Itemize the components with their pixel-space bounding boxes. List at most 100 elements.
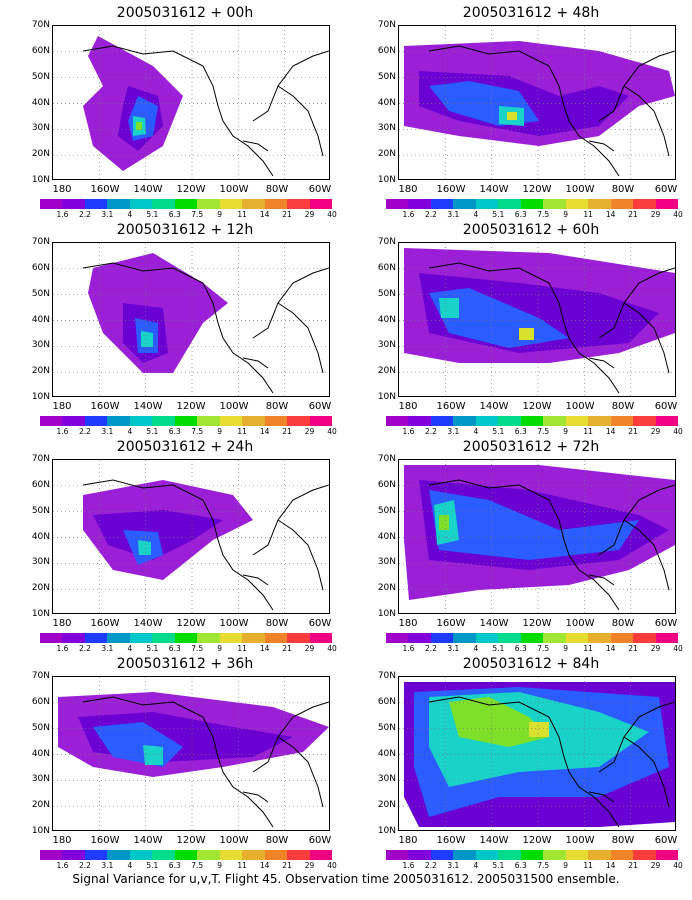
colorbar-swatch (40, 199, 63, 209)
colorbar-swatch (565, 416, 589, 426)
longitude-label: 60W (308, 835, 332, 846)
colorbar-label: 4 (473, 210, 479, 219)
longitude-label: 160W (90, 184, 120, 195)
colorbar-label: 40 (673, 644, 683, 653)
colorbar-label: 5.1 (146, 427, 159, 436)
colorbar-label: 11 (583, 644, 593, 653)
colorbar-swatch (386, 850, 409, 860)
longitude-label: 80W (611, 401, 635, 412)
map-panel: 2005031612 + 72h 70N 60N 50N 40N 30N 20N 10N 180… (366, 439, 692, 654)
colorbar-label: 9 (563, 644, 569, 653)
latitude-label: 60N (377, 45, 396, 56)
coastline (428, 45, 675, 177)
colorbar-labels: 1.6 2.2 3.1 4 5.1 6.3 7.5 9 11 14 21 29 40 (386, 644, 682, 654)
latitude-label: 20N (31, 583, 50, 594)
colorbar-label: 1.6 (56, 427, 69, 436)
latitude-label: 40N (377, 748, 396, 759)
colorbar-label: 4 (473, 644, 479, 653)
coastline (428, 262, 675, 394)
latitude-label: 40N (377, 314, 396, 325)
colorbar-swatch (62, 633, 85, 643)
latitude-label: 30N (377, 557, 396, 568)
colorbar-swatch (565, 199, 589, 209)
colorbar-swatch (588, 850, 611, 860)
colorbar-swatch (197, 416, 220, 426)
colorbar-label: 14 (605, 861, 616, 870)
colorbar (386, 633, 679, 643)
colorbar-swatch (655, 633, 679, 643)
colorbar-label: 29 (650, 427, 661, 436)
colorbar-label: 3.1 (447, 210, 460, 219)
colorbar-label: 5.1 (492, 427, 505, 436)
longitude-label: 140W (479, 184, 509, 195)
colorbar-label: 40 (673, 427, 683, 436)
longitude-label: 120W (522, 835, 552, 846)
colorbar-swatch (453, 416, 476, 426)
coastline (82, 479, 329, 611)
longitude-label: 180 (52, 184, 72, 195)
colorbar-label: 21 (282, 427, 292, 436)
colorbar-swatch (84, 199, 108, 209)
longitude-label: 60W (308, 401, 332, 412)
longitude-label: 140W (479, 618, 509, 629)
colorbar-swatch (264, 633, 288, 643)
longitude-label: 180 (398, 835, 418, 846)
colorbar (40, 633, 333, 643)
colorbar-swatch (655, 850, 679, 860)
colorbar (386, 850, 679, 860)
colorbar-swatch (430, 633, 454, 643)
colorbar-swatch (543, 633, 566, 643)
longitude-label: 120W (522, 401, 552, 412)
colorbar-swatch (219, 850, 243, 860)
colorbar-label: 3.1 (101, 861, 114, 870)
colorbar-label: 1.6 (56, 644, 69, 653)
colorbar-label: 3.1 (447, 427, 460, 436)
colorbar-label: 14 (605, 427, 616, 436)
colorbar-swatch (219, 416, 243, 426)
latitude-label: 40N (31, 748, 50, 759)
longitude-label: 60W (654, 618, 678, 629)
map-panel: 2005031612 + 84h 70N 60N 50N 40N 30N 20N 10N 180… (366, 656, 692, 871)
colorbar-swatch (129, 633, 153, 643)
latitude-label: 70N (377, 454, 396, 464)
colorbar-swatch (475, 633, 499, 643)
colorbar-label: 21 (628, 210, 638, 219)
latitude-label: 60N (377, 696, 396, 707)
colorbar-label: 40 (327, 427, 337, 436)
colorbar-label: 7.5 (191, 210, 204, 219)
map-panel: 2005031612 + 36h 70N 60N 50N 40N 30N 20N 10N 180… (20, 656, 350, 871)
latitude-label: 60N (31, 262, 50, 273)
colorbar-swatch (40, 850, 63, 860)
colorbar-swatch (633, 633, 656, 643)
latitude-label: 40N (377, 531, 396, 542)
colorbar-label: 14 (259, 427, 270, 436)
map-plot-area (398, 25, 676, 180)
variance-contour-5 (519, 328, 534, 340)
colorbar-label: 1.6 (402, 210, 415, 219)
colorbar-label: 2.2 (424, 427, 437, 436)
colorbar-swatch (152, 199, 175, 209)
colorbar-swatch (152, 850, 175, 860)
panel-title: 2005031612 + 24h (116, 439, 254, 455)
longitude-label: 180 (52, 401, 72, 412)
latitude-label: 10N (31, 175, 50, 185)
colorbar-label: 7.5 (191, 861, 204, 870)
coastline (82, 45, 329, 177)
colorbar-swatch (287, 850, 310, 860)
longitude-label: 140W (133, 184, 163, 195)
latitude-label: 20N (31, 149, 50, 160)
latitude-label: 20N (377, 366, 396, 377)
colorbar (386, 199, 679, 209)
colorbar-label: 29 (650, 861, 661, 870)
longitude-label: 180 (398, 618, 418, 629)
colorbar-label: 11 (583, 427, 593, 436)
map-plot-area (398, 676, 676, 831)
longitude-label: 120W (176, 184, 206, 195)
colorbar-label: 29 (650, 210, 661, 219)
longitude-label: 100W (565, 618, 595, 629)
colorbar-label: 14 (259, 861, 270, 870)
colorbar (40, 850, 333, 860)
colorbar-swatch (498, 199, 521, 209)
longitude-label: 80W (265, 618, 289, 629)
colorbar-swatch (610, 199, 634, 209)
